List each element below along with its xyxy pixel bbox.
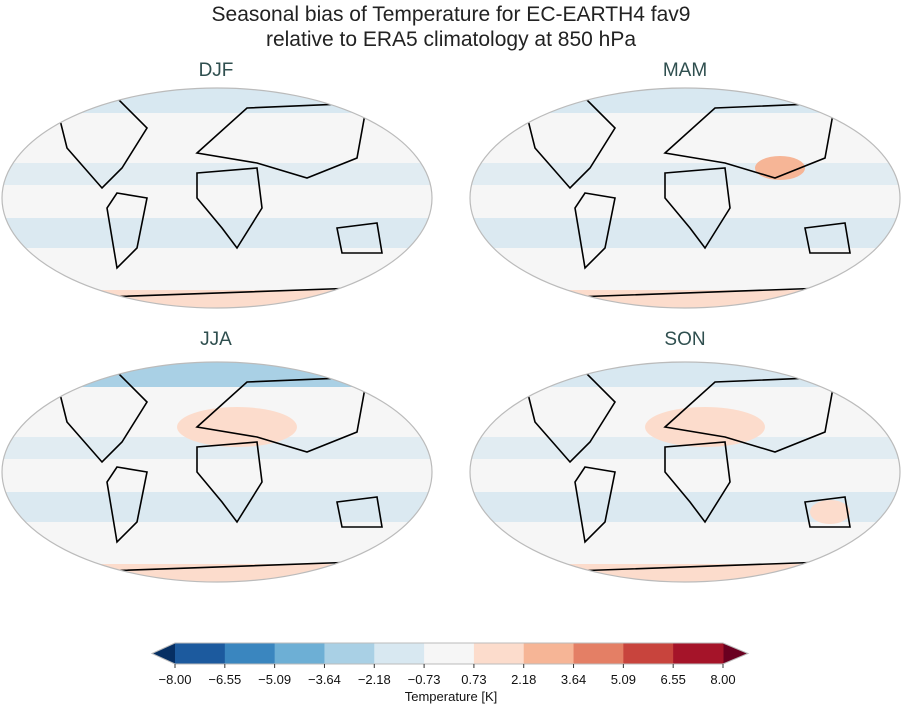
- coastline: [36, 287, 400, 308]
- map-djf: [2, 88, 432, 308]
- colorbar-tick-label: 5.09: [610, 672, 637, 687]
- coastline: [36, 561, 400, 582]
- map-mam: [470, 88, 900, 308]
- map-border: [1, 361, 433, 583]
- coastline: [196, 441, 263, 524]
- coastline: [663, 376, 836, 453]
- colorbar: [150, 642, 750, 668]
- colorbar-bin: [324, 643, 375, 664]
- colorbar-label: Temperature [K]: [404, 689, 498, 704]
- colorbar-bin: [623, 643, 674, 664]
- coastline: [663, 102, 836, 179]
- coastline: [106, 466, 148, 544]
- map-border: [1, 87, 433, 309]
- coastline: [106, 192, 148, 270]
- coastline: [336, 222, 383, 254]
- colorbar-tick-label: 0.73: [461, 672, 487, 687]
- coastline: [336, 496, 383, 528]
- coastline: [664, 441, 731, 524]
- colorbar-tick-label: −6.55: [208, 672, 242, 687]
- colorbar-tick-label: −0.73: [407, 672, 441, 687]
- colorbar-tick-label: 3.64: [560, 672, 587, 687]
- coastline: [504, 287, 868, 308]
- colorbar-bin: [424, 643, 475, 664]
- coastline: [195, 376, 368, 453]
- colorbar-bin: [673, 643, 724, 664]
- colorbar-bin: [374, 643, 425, 664]
- panel-title-jja: JJA: [200, 329, 232, 350]
- colorbar-bin: [523, 643, 575, 664]
- panel-title-djf: DJF: [198, 60, 234, 81]
- colorbar-tick-label: −8.00: [158, 672, 192, 687]
- colorbar-bin: [573, 643, 624, 664]
- colorbar-bin: [224, 643, 276, 664]
- map-son: [470, 362, 900, 582]
- map-jja: [2, 362, 432, 582]
- panel-title-mam: MAM: [662, 60, 708, 81]
- colorbar-bin: [473, 643, 525, 664]
- map-border: [469, 87, 901, 309]
- panel-title-son: SON: [664, 329, 706, 350]
- figure-title-line1: Seasonal bias of Temperature for EC-EART…: [211, 3, 691, 26]
- colorbar-tick-label: 2.18: [511, 672, 537, 687]
- coastline: [574, 192, 616, 270]
- coastline: [504, 561, 868, 582]
- colorbar-tick-label: −5.09: [258, 672, 292, 687]
- figure-title-line2: relative to ERA5 climatology at 850 hPa: [265, 28, 637, 51]
- colorbar-under-arrow: [152, 643, 175, 664]
- colorbar-over-arrow: [723, 643, 748, 664]
- colorbar-tick-label: 6.55: [660, 672, 686, 687]
- coastline: [804, 496, 851, 528]
- coastline: [195, 102, 368, 179]
- colorbar-tick-label: −2.18: [357, 672, 391, 687]
- colorbar-bin: [274, 643, 325, 664]
- colorbar-tick-label: −3.64: [308, 672, 341, 687]
- coastline: [574, 466, 616, 544]
- colorbar-bin: [175, 643, 226, 664]
- coastline: [804, 222, 851, 254]
- coastline: [196, 167, 263, 250]
- colorbar-tick-label: 8.00: [710, 672, 736, 687]
- coastline: [664, 167, 731, 250]
- map-border: [469, 361, 901, 583]
